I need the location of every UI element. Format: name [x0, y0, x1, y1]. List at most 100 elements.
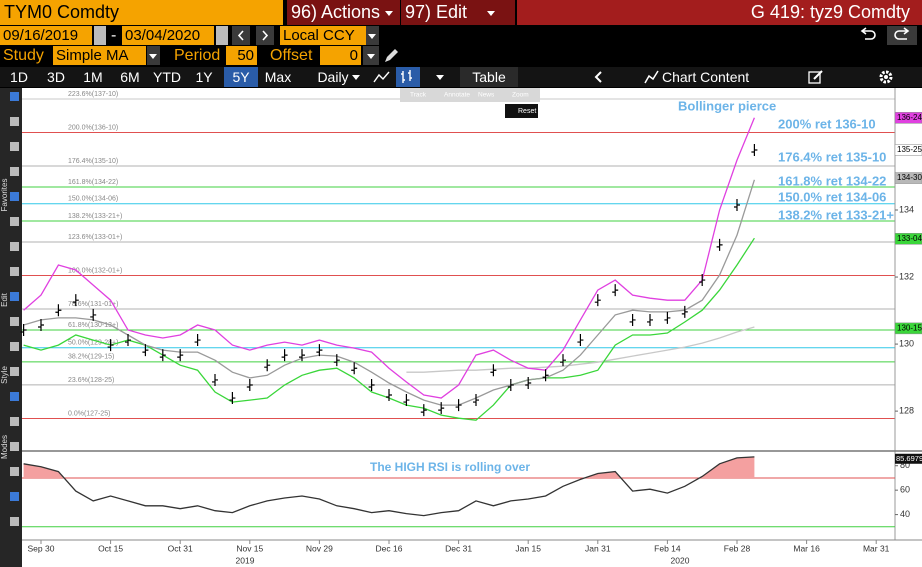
edit-menu[interactable]: 97) Edit [401, 0, 515, 25]
study-dropdown[interactable] [147, 46, 160, 65]
annotation: 200% ret 136-10 [778, 116, 876, 131]
fib-label: 38.2%(129-15) [68, 354, 114, 361]
actions-menu[interactable]: 96) Actions [287, 0, 400, 25]
period-tab[interactable]: 5Y [224, 67, 258, 87]
tool-icon [10, 92, 19, 101]
price-bar [594, 294, 601, 307]
chart-tool: Annotate [444, 92, 470, 99]
actions-label: 96) Actions [291, 2, 381, 22]
tool-icon [10, 467, 19, 476]
price-bar [194, 334, 201, 347]
offset-label: Offset [270, 47, 313, 64]
offset-field[interactable]: 0 [320, 46, 361, 65]
price-bar [490, 364, 497, 377]
price-tag [894, 144, 922, 156]
chart-type-icons[interactable] [370, 67, 460, 87]
price-tag-label: 135-25+ [897, 145, 922, 154]
price-tag-label: 130-15 [897, 323, 922, 332]
tool-icon [10, 292, 19, 301]
step-buttons[interactable] [232, 26, 276, 45]
pencil-icon[interactable] [383, 47, 399, 64]
undo-redo[interactable] [855, 26, 920, 45]
y-tick-label: 80 [900, 460, 910, 470]
annotation: 150.0% ret 134-06 [778, 189, 886, 204]
edit-icon[interactable] [806, 67, 826, 87]
price-bar [333, 354, 340, 367]
x-tick-label: Dec 31 [445, 543, 472, 553]
offset-dropdown[interactable] [363, 46, 379, 65]
tool-icon [10, 117, 19, 126]
frequency-label: Daily [317, 69, 349, 85]
currency-field[interactable]: Local CCY [280, 26, 366, 45]
x-tick-label: Oct 31 [168, 543, 193, 553]
start-date[interactable]: 09/16/2019 [0, 26, 92, 45]
price-bar [351, 362, 358, 375]
price-bar [734, 198, 740, 211]
last-value-tag [895, 453, 922, 464]
table-button[interactable]: Table [460, 67, 518, 87]
tool-icon [10, 317, 19, 326]
fib-label: 100.0%(132-01+) [68, 267, 122, 274]
price-tag-label: 134-30+ [897, 173, 922, 182]
period-tab[interactable]: 3D [47, 69, 65, 85]
price-bar [90, 308, 97, 321]
series-line [406, 326, 755, 373]
x-tick-label: Dec 16 [376, 543, 403, 553]
calendar-icon[interactable] [216, 26, 228, 45]
period-tab[interactable]: YTD [153, 69, 181, 85]
annotation: 138.2% ret 133-21+ [778, 207, 894, 222]
currency-dropdown[interactable] [366, 26, 379, 45]
x-tick-label: Feb 28 [724, 543, 751, 553]
tool-icon [10, 217, 19, 226]
x-tick-label: Jan 31 [585, 543, 611, 553]
x-tick-label: Feb 14 [654, 543, 681, 553]
fib-label: 0.0%(127-25) [68, 410, 110, 417]
chart-content-button[interactable]: Chart Content [662, 69, 750, 85]
y-tick-label: 60 [900, 485, 910, 495]
tool-icon [10, 442, 19, 451]
price-bar [507, 378, 514, 391]
fib-label: 200.0%(136-10) [68, 124, 118, 131]
price-bar [560, 354, 566, 367]
end-date[interactable]: 03/04/2020 [122, 26, 214, 45]
side-tab-label: Modes [0, 435, 9, 459]
tool-icon [10, 142, 19, 151]
price-bar [316, 344, 323, 357]
reset-button [505, 104, 538, 118]
tool-icon [10, 417, 19, 426]
x-tick-label: Nov 29 [306, 543, 333, 553]
collapse-icon[interactable] [590, 67, 614, 87]
period-tab[interactable]: Max [264, 69, 292, 85]
study-field[interactable]: Simple MA [53, 46, 146, 65]
y-tick-label: 40 [900, 509, 910, 519]
rsi-line [23, 456, 755, 517]
period-tab[interactable]: 1D [10, 69, 28, 85]
price-bar [142, 344, 149, 357]
price-bar [20, 324, 27, 337]
period-tab[interactable]: 1Y [195, 69, 213, 85]
price-bar [299, 349, 305, 362]
frequency-dropdown[interactable]: Daily [300, 67, 366, 87]
settings-icon[interactable] [876, 67, 896, 87]
x-tick-label: Sep 30 [28, 543, 55, 553]
x-tick-label: Mar 16 [793, 543, 820, 553]
side-tab-label: Style [0, 366, 9, 384]
price-bar [107, 339, 114, 352]
price-bar [368, 378, 375, 391]
security-field[interactable]: TYM0 Comdty [0, 0, 283, 25]
price-bar [473, 394, 479, 407]
fib-label: 138.2%(133-21+) [68, 213, 122, 220]
period-tab[interactable]: 6M [120, 69, 140, 85]
price-tag [894, 322, 922, 335]
price-bar [699, 274, 706, 287]
price-tag [894, 112, 922, 124]
period-field[interactable]: 50 [226, 46, 257, 65]
period-tab[interactable]: 1M [83, 69, 103, 85]
x-tick-label: Nov 15 [236, 543, 263, 553]
price-bar [246, 378, 253, 391]
price-bar [264, 359, 271, 372]
calendar-icon[interactable] [94, 26, 106, 45]
x-tick-label: Mar 31 [863, 543, 890, 553]
dropdown-arrow [385, 11, 393, 16]
